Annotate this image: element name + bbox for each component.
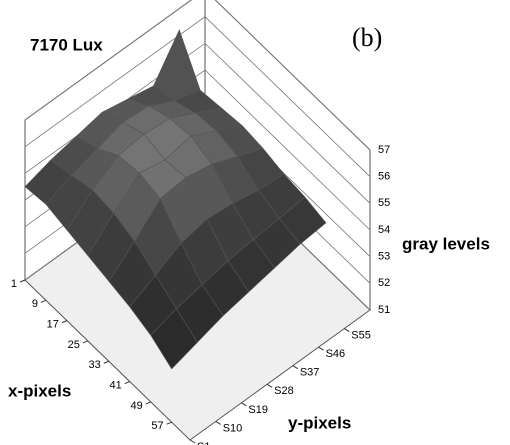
y-tick-label: S46 (326, 348, 346, 360)
y-tick (293, 366, 298, 369)
y-tick (267, 384, 272, 387)
y-tick (241, 403, 246, 406)
x-tick-label: 49 (130, 400, 142, 412)
y-tick-label: S19 (248, 404, 268, 416)
x-tick-label: 57 (151, 420, 163, 432)
z-tick-label: 51 (378, 304, 390, 316)
y-tick (344, 329, 349, 332)
x-tick-label: 41 (110, 379, 122, 391)
x-tick (20, 280, 25, 282)
z-tick-label: 56 (378, 171, 390, 183)
y-tick (190, 440, 195, 443)
z-tick-label: 55 (378, 197, 390, 209)
x-tick-label: 1 (11, 278, 17, 290)
x-tick-label: 17 (47, 319, 59, 331)
y-tick (319, 347, 324, 350)
y-axis-label: y-pixels (288, 413, 351, 432)
x-tick-label: 9 (32, 298, 38, 310)
x-tick (125, 382, 130, 384)
x-tick-label: 25 (68, 339, 80, 351)
z-tick-label: 53 (378, 251, 390, 263)
z-tick-label: 52 (378, 277, 390, 289)
z-tick-label: 54 (378, 224, 390, 236)
y-tick-label: S37 (300, 367, 320, 379)
y-tick (216, 421, 221, 424)
x-tick (41, 300, 46, 302)
x-tick (146, 402, 151, 404)
z-tick-label: 57 (378, 144, 390, 156)
y-tick-label: S1 (197, 441, 210, 445)
y-tick-label: S55 (351, 329, 371, 341)
y-tick-label: S10 (223, 422, 243, 434)
y-tick-label: S28 (274, 385, 294, 397)
x-tick (167, 422, 172, 424)
chart-title: 7170 Lux (30, 35, 103, 54)
x-tick (62, 321, 67, 323)
x-tick (83, 341, 88, 343)
chart: 51 52 53 54 55 56 57 1 9 17 25 33 41 49 57 S1 S10 S19 S28 S… (0, 0, 510, 445)
x-axis-label: x-pixels (8, 381, 71, 400)
panel-label: (b) (352, 23, 382, 52)
z-axis-label: gray levels (402, 234, 490, 253)
x-tick (104, 361, 109, 363)
x-tick-label: 33 (89, 359, 101, 371)
